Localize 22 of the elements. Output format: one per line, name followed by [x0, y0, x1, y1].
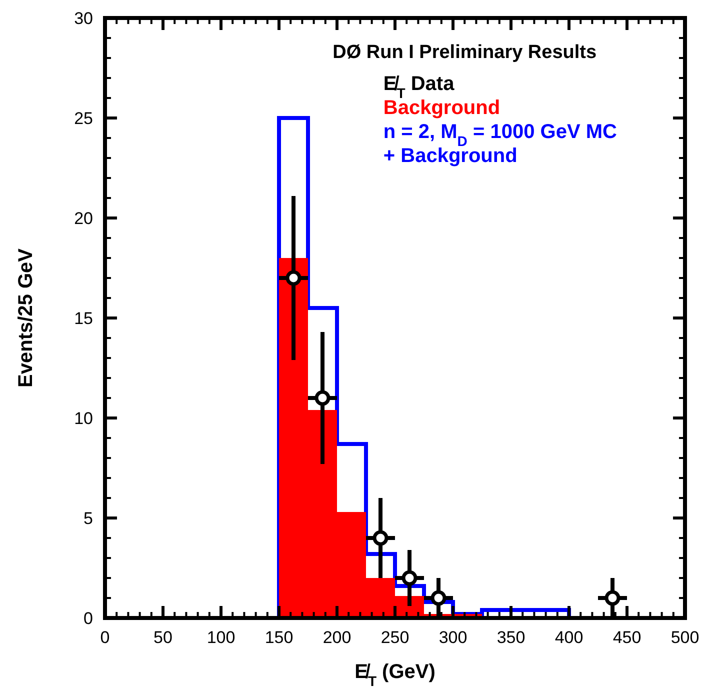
x-tick-label: 350 [496, 628, 526, 647]
y-tick-label: 20 [74, 209, 93, 228]
y-axis-title: Events/25 GeV [15, 248, 37, 388]
x-tick-label: 250 [380, 628, 410, 647]
x-tick-label: 300 [438, 628, 468, 647]
text: DØ Run I Preliminary Results [332, 42, 597, 63]
x-tick-label: 150 [264, 628, 294, 647]
x-tick-label: 500 [670, 628, 700, 647]
x-tick-label: 0 [100, 628, 110, 647]
y-tick-label: 0 [84, 609, 93, 628]
x-tick-label: 200 [322, 628, 352, 647]
y-tick-label: 30 [74, 9, 93, 28]
x-tick-label: 400 [554, 628, 584, 647]
y-tick-label: 5 [84, 509, 93, 528]
x-axis-title: E̸$_{T}$ (GeV) [354, 661, 436, 689]
y-tick-label: 10 [74, 409, 93, 428]
x-tick-label: 50 [154, 628, 172, 647]
text: n = 2, M$_{D}$ = 1000 GeV MC + Background [383, 121, 617, 167]
y-tick-label: 25 [74, 109, 93, 128]
y-tick-label: 15 [74, 309, 93, 328]
x-tick-label: 450 [612, 628, 642, 647]
x-tick-label: 100 [206, 628, 236, 647]
